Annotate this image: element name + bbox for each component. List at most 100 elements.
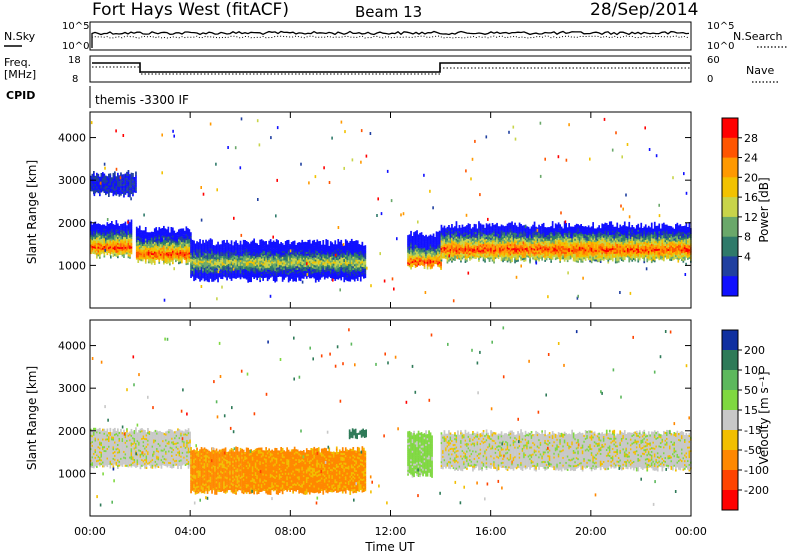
power-cell: [200, 270, 203, 273]
power-cell: [109, 180, 112, 184]
power-cell: [176, 245, 179, 248]
power-cell: [209, 242, 212, 245]
power-cell: [359, 252, 362, 255]
power-cell: [99, 225, 101, 229]
power-cell: [469, 224, 471, 227]
power-cell: [332, 253, 335, 256]
power-cell: [484, 260, 486, 263]
power-cell: [185, 253, 188, 256]
power-cell: [121, 187, 124, 190]
power-cell: [283, 267, 285, 271]
power-cell: [115, 243, 118, 246]
power-cell: [158, 248, 161, 251]
power-cell: [117, 190, 119, 193]
power-cell: [326, 249, 329, 252]
power-cell: [247, 255, 249, 258]
power-cell: [445, 235, 447, 238]
power-cell: [203, 263, 206, 266]
power-cell: [211, 243, 213, 246]
power-cell: [121, 176, 124, 179]
power-cell: [260, 246, 263, 250]
power-cell: [149, 240, 152, 243]
power-cell: [478, 251, 480, 255]
power-cell: [454, 233, 456, 237]
power-cell: [359, 256, 362, 259]
power-cell: [482, 251, 485, 254]
power-cell: [202, 268, 204, 271]
power-cell: [117, 236, 119, 240]
power-cell: [337, 242, 340, 246]
power-cell: [221, 253, 224, 257]
power-cell: [284, 258, 287, 261]
power-cell: [466, 257, 468, 260]
power-cell: [161, 258, 164, 261]
power-cell: [123, 195, 125, 198]
power-cell: [331, 263, 334, 266]
power-cell: [114, 181, 116, 184]
power-cell: [298, 267, 300, 270]
power-cell: [454, 255, 456, 258]
power-cell: [431, 235, 433, 238]
power-cell: [344, 275, 347, 278]
power-cell: [332, 271, 335, 274]
power-cell: [150, 243, 153, 246]
power-cell: [137, 228, 140, 231]
power-cell: [227, 263, 230, 266]
power-cell: [178, 252, 180, 255]
power-cell: [355, 276, 358, 279]
power-cell: [343, 255, 346, 258]
power-cell: [135, 257, 138, 260]
power-cell: [96, 229, 98, 232]
power-cell: [163, 237, 165, 240]
power-cell: [353, 258, 356, 261]
power-cell: [112, 252, 115, 255]
power-cell: [164, 251, 167, 254]
power-cell: [438, 232, 441, 235]
power-cell: [443, 246, 446, 249]
power-cell: [158, 244, 161, 247]
power-cell: [144, 228, 147, 232]
power-cell: [94, 185, 97, 188]
power-cell: [112, 247, 115, 250]
power-cell: [247, 247, 249, 251]
power-cell: [108, 189, 110, 192]
power-cell: [411, 249, 414, 252]
power-cell: [299, 273, 302, 276]
power-cell: [287, 257, 290, 260]
power-cell: [334, 244, 337, 247]
power-cell: [317, 273, 320, 276]
power-cell: [488, 259, 491, 262]
power-cell: [217, 253, 219, 256]
power-cell: [220, 249, 222, 253]
power-cell: [140, 236, 143, 239]
power-cell: [475, 251, 477, 254]
power-cell: [185, 230, 188, 233]
power-cell: [482, 230, 485, 233]
power-cell: [209, 244, 212, 247]
power-cell: [115, 252, 118, 255]
power-cell: [220, 255, 222, 258]
power-cell: [109, 225, 112, 228]
power-cell: [108, 229, 110, 232]
power-cell: [280, 272, 282, 275]
power-cell: [111, 244, 113, 247]
power-cell: [274, 243, 276, 247]
power-cell: [118, 188, 121, 191]
power-cell: [132, 173, 134, 176]
power-cell: [350, 252, 353, 255]
power-cell: [311, 269, 314, 272]
power-cell: [126, 246, 128, 249]
power-cell: [274, 253, 276, 256]
power-cell: [242, 247, 245, 250]
power-cell: [408, 236, 411, 239]
power-cell: [422, 263, 424, 266]
power-cell: [138, 233, 141, 236]
power-cell: [500, 228, 503, 231]
power-cell: [334, 248, 337, 251]
power-cell: [247, 263, 249, 266]
power-cell: [332, 267, 335, 270]
power-cell: [420, 232, 423, 235]
power-cell: [187, 241, 189, 244]
power-cell: [223, 259, 225, 262]
power-cell: [429, 236, 432, 239]
